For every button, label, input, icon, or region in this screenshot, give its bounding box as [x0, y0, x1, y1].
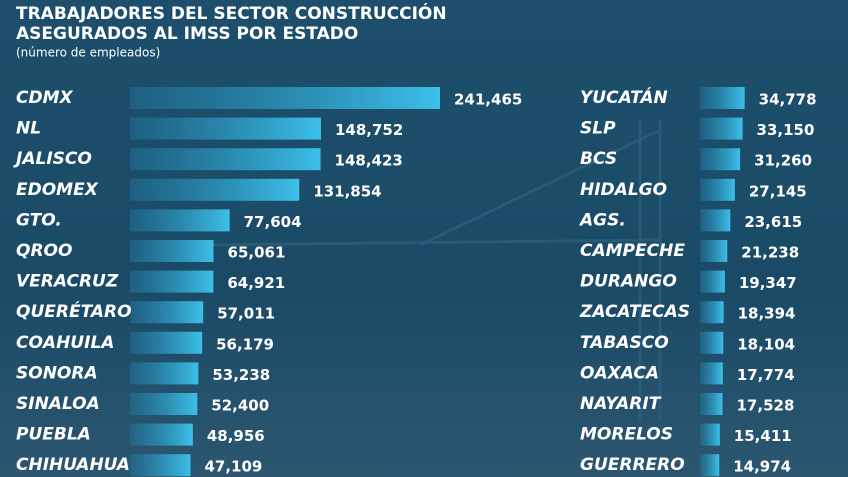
- bar: [700, 209, 731, 232]
- bar: [130, 393, 198, 415]
- bar: [700, 362, 723, 385]
- value-label: 48,956: [207, 427, 265, 445]
- category-label: GTO.: [16, 210, 62, 230]
- category-label: SONORA: [16, 363, 98, 383]
- bar: [130, 240, 214, 262]
- category-label: GUERRERO: [580, 455, 685, 475]
- value-label: 31,260: [754, 152, 812, 170]
- value-label: 15,411: [734, 427, 792, 445]
- category-label: HIDALGO: [580, 180, 667, 200]
- bar: [700, 301, 724, 324]
- category-label: DURANGO: [580, 272, 677, 292]
- value-label: 56,179: [216, 335, 274, 353]
- category-label: COAHUILA: [16, 333, 114, 353]
- category-label: SINALOA: [16, 394, 100, 414]
- value-label: 14,974: [733, 458, 791, 476]
- bar: [130, 454, 191, 477]
- bar: [700, 393, 723, 415]
- category-label: NAYARIT: [580, 394, 662, 414]
- value-label: 18,104: [737, 335, 795, 353]
- bar: [700, 423, 720, 446]
- bar: [130, 87, 440, 109]
- bar: [700, 331, 724, 354]
- chart-title: TRABAJADORES DEL SECTOR CONSTRUCCIÓN ASEG…: [16, 2, 447, 44]
- category-label: CAMPECHE: [580, 241, 685, 261]
- bar: [130, 117, 321, 140]
- bar: [700, 87, 745, 109]
- category-label: PUEBLA: [16, 425, 91, 445]
- crane-silhouette: [199, 120, 662, 420]
- value-label: 23,615: [744, 213, 802, 231]
- value-label: 148,752: [335, 121, 403, 139]
- value-label: 53,238: [212, 366, 270, 384]
- value-label: 34,778: [759, 91, 817, 109]
- category-label: EDOMEX: [16, 180, 99, 200]
- category-label: TABASCO: [580, 333, 669, 353]
- value-label: 64,921: [227, 274, 285, 292]
- bar: [700, 454, 720, 477]
- category-label: CDMX: [16, 88, 74, 108]
- category-label: JALISCO: [13, 149, 92, 169]
- chart-subtitle: (número de empleados): [16, 46, 160, 60]
- value-label: 17,528: [737, 397, 795, 415]
- value-label: 47,109: [204, 458, 262, 476]
- bar: [700, 178, 735, 201]
- bar: [700, 148, 741, 171]
- bar: [130, 423, 193, 446]
- bar: [700, 117, 743, 140]
- bar: [700, 240, 728, 262]
- value-label: 241,465: [454, 91, 522, 109]
- category-label: NL: [16, 119, 41, 139]
- category-label: MORELOS: [580, 425, 673, 445]
- value-label: 131,854: [313, 182, 381, 200]
- value-label: 65,061: [228, 244, 286, 262]
- bar: [130, 301, 204, 324]
- value-label: 77,604: [244, 213, 302, 231]
- bar: [130, 148, 321, 171]
- value-label: 33,150: [757, 121, 815, 139]
- value-label: 19,347: [739, 274, 797, 292]
- value-label: 52,400: [211, 397, 269, 415]
- bar: [130, 209, 230, 232]
- bar: [700, 270, 725, 293]
- category-label: VERACRUZ: [16, 272, 119, 292]
- bar: [130, 270, 214, 293]
- value-label: 17,774: [737, 366, 795, 384]
- category-label: BCS: [580, 149, 617, 169]
- bar: [130, 362, 199, 385]
- category-label: AGS.: [578, 210, 626, 230]
- category-label: OAXACA: [580, 363, 659, 383]
- value-label: 18,394: [738, 305, 796, 323]
- value-label: 27,145: [749, 182, 807, 200]
- category-label: ZACATECAS: [579, 302, 690, 322]
- category-label: YUCATÁN: [580, 86, 668, 108]
- category-label: QUERÉTARO: [16, 300, 132, 322]
- value-label: 21,238: [741, 244, 799, 262]
- category-label: CHIHUAHUA: [16, 455, 130, 475]
- value-label: 57,011: [217, 305, 275, 323]
- value-label: 148,423: [335, 152, 403, 170]
- bar: [130, 331, 203, 354]
- category-label: SLP: [580, 119, 616, 139]
- bar: [130, 178, 300, 201]
- category-label: QROO: [16, 241, 72, 261]
